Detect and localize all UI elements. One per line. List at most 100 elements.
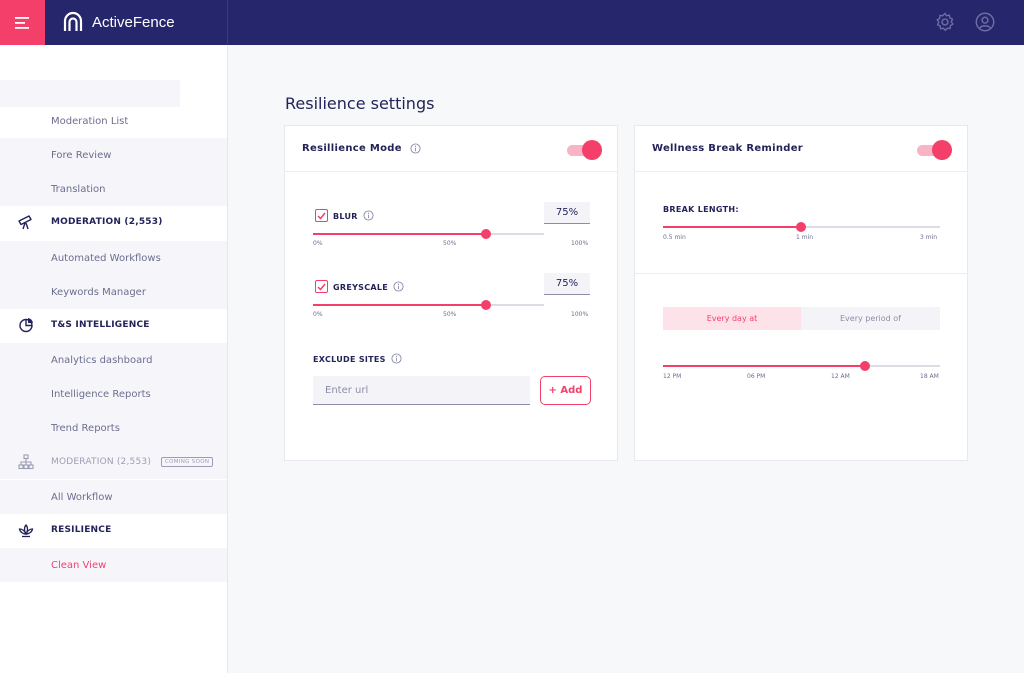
exclude-sites-label-text: EXCLUDE SITES xyxy=(313,355,386,364)
sidebar-item-label: RESILIENCE xyxy=(51,525,112,535)
section-divider xyxy=(635,273,967,274)
resilience-mode-toggle[interactable] xyxy=(567,139,603,161)
info-icon[interactable] xyxy=(410,143,421,154)
schedule-tick-12am: 12 AM xyxy=(831,373,850,380)
blur-tick-50: 50% xyxy=(443,240,457,247)
page-title: Resilience settings xyxy=(285,94,435,113)
exclude-sites-label: EXCLUDE SITES xyxy=(313,353,402,366)
gear-icon xyxy=(936,12,954,32)
sidebar-section-resilience[interactable]: RESILIENCE xyxy=(0,513,227,547)
sidebar-item-all-workflow[interactable]: All Workflow xyxy=(0,480,227,514)
slider-fill xyxy=(663,365,866,367)
sidebar-item-automated-workflows[interactable]: Automated Workflows xyxy=(0,241,227,275)
menu-button[interactable] xyxy=(0,0,45,45)
sidebar-item-label: Translation xyxy=(51,183,106,195)
greyscale-label-text: GREYSCALE xyxy=(333,283,389,292)
sidebar-item-label: MODERATION (2,553) xyxy=(51,217,163,227)
blur-tick-0: 0% xyxy=(313,240,323,247)
sidebar-item-intelligence-reports[interactable]: Intelligence Reports xyxy=(0,377,227,411)
greyscale-tick-0: 0% xyxy=(313,311,323,318)
slider-thumb[interactable] xyxy=(860,361,871,371)
sidebar-item-translation[interactable]: Translation xyxy=(0,172,227,206)
sidebar-item-label: Fore Review xyxy=(51,149,112,161)
slider-fill xyxy=(313,304,487,306)
schedule-tick-18am: 18 AM xyxy=(920,373,939,380)
hamburger-icon xyxy=(14,16,29,29)
schedule-tick-12pm: 12 PM xyxy=(663,373,682,380)
break-tick-max: 3 min xyxy=(920,234,938,241)
sidebar: Moderation List Fore Review Translation … xyxy=(0,45,228,673)
sidebar-item-moderation-list[interactable]: Moderation List xyxy=(0,104,227,138)
break-length-label: BREAK LENGTH: xyxy=(663,205,739,214)
info-icon[interactable] xyxy=(393,281,404,294)
checkmark-icon xyxy=(317,283,326,291)
wellness-reminder-toggle[interactable] xyxy=(917,139,953,161)
sidebar-item-label: MODERATION (2,553) xyxy=(51,457,152,467)
every-day-at-option[interactable]: Every day at xyxy=(663,307,801,330)
hierarchy-icon xyxy=(18,454,34,470)
sidebar-item-label: Intelligence Reports xyxy=(51,388,151,400)
sidebar-item-trend-reports[interactable]: Trend Reports xyxy=(0,411,227,445)
user-circle-icon xyxy=(975,12,995,32)
sidebar-item-label: All Workflow xyxy=(51,491,113,503)
exclude-url-input[interactable] xyxy=(313,376,530,405)
pie-chart-icon xyxy=(18,317,34,333)
header-divider xyxy=(227,0,228,45)
info-icon[interactable] xyxy=(391,353,402,366)
greyscale-slider[interactable] xyxy=(313,299,544,311)
sidebar-item-clean-view[interactable]: Clean View xyxy=(0,548,227,582)
checkmark-icon xyxy=(317,212,326,220)
schedule-time-slider[interactable] xyxy=(663,360,940,372)
activefence-logo-icon xyxy=(63,11,83,31)
wellness-break-card: Wellness Break Reminder BREAK LENGTH: 0.… xyxy=(634,125,968,461)
sidebar-item-label: Moderation List xyxy=(51,115,129,127)
resilience-mode-card: Resillience Mode BLUR 75% 0% 50% 100% GR… xyxy=(284,125,618,461)
slider-thumb[interactable] xyxy=(796,222,806,232)
slider-fill xyxy=(313,233,487,235)
settings-button[interactable] xyxy=(934,11,956,33)
sidebar-section-ts-intelligence[interactable]: T&S INTELLIGENCE xyxy=(0,308,227,342)
sidebar-top-block xyxy=(0,80,180,107)
greyscale-tick-50: 50% xyxy=(443,311,457,318)
schedule-tick-06pm: 06 PM xyxy=(747,373,766,380)
sidebar-section-moderation[interactable]: MODERATION (2,553) xyxy=(0,205,227,239)
sidebar-item-label: Automated Workflows xyxy=(51,252,161,264)
break-length-slider[interactable] xyxy=(663,221,940,233)
blur-value-field[interactable]: 75% xyxy=(544,202,590,224)
blur-slider[interactable] xyxy=(313,228,544,240)
sidebar-item-label: Trend Reports xyxy=(51,422,120,434)
resilience-card-title: Resillience Mode xyxy=(302,143,402,154)
resilience-card-header: Resillience Mode xyxy=(285,126,617,172)
profile-button[interactable] xyxy=(974,11,996,33)
greyscale-label: GREYSCALE xyxy=(333,281,404,294)
toggle-knob xyxy=(932,140,952,160)
sidebar-section-moderation-coming-soon: MODERATION (2,553) COMING SOON xyxy=(0,445,227,479)
sidebar-item-label: Clean View xyxy=(51,559,107,571)
brand-name: ActiveFence xyxy=(92,13,175,31)
sidebar-item-fore-review[interactable]: Fore Review xyxy=(0,138,227,172)
blur-label: BLUR xyxy=(333,210,374,223)
sidebar-item-keywords-manager[interactable]: Keywords Manager xyxy=(0,275,227,309)
sidebar-item-label: Analytics dashboard xyxy=(51,354,153,366)
sidebar-item-analytics-dashboard[interactable]: Analytics dashboard xyxy=(0,343,227,377)
slider-thumb[interactable] xyxy=(481,229,492,239)
every-period-of-option[interactable]: Every period of xyxy=(801,307,940,330)
blur-tick-100: 100% xyxy=(571,240,589,247)
blur-label-text: BLUR xyxy=(333,212,358,221)
info-icon[interactable] xyxy=(363,210,374,223)
wellness-card-title: Wellness Break Reminder xyxy=(652,143,804,154)
top-header: ActiveFence xyxy=(0,0,1024,45)
blur-checkbox[interactable] xyxy=(315,209,328,222)
sidebar-item-label: T&S INTELLIGENCE xyxy=(51,320,150,330)
greyscale-value-field[interactable]: 75% xyxy=(544,273,590,295)
slider-fill xyxy=(663,226,801,228)
wellness-card-header: Wellness Break Reminder xyxy=(635,126,967,172)
greyscale-checkbox[interactable] xyxy=(315,280,328,293)
add-site-button[interactable]: + Add xyxy=(540,376,591,405)
brand-logo[interactable]: ActiveFence xyxy=(62,11,175,33)
coming-soon-badge: COMING SOON xyxy=(161,457,214,467)
break-tick-min: 0.5 min xyxy=(663,234,686,241)
toggle-knob xyxy=(582,140,602,160)
break-tick-mid: 1 min xyxy=(796,234,814,241)
slider-thumb[interactable] xyxy=(481,300,492,310)
